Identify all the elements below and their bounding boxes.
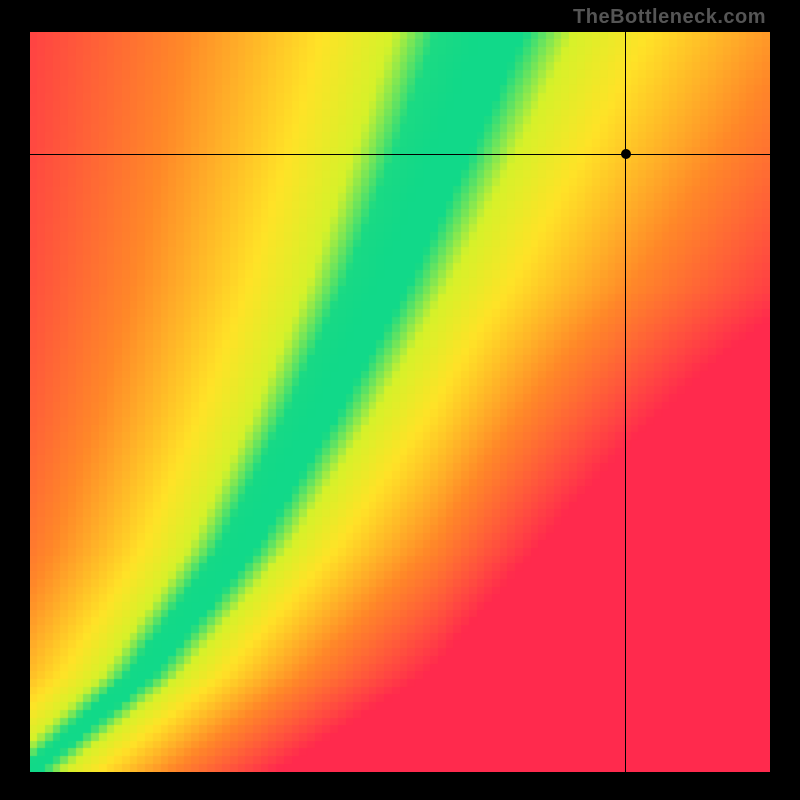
crosshair-horizontal bbox=[30, 154, 770, 155]
crosshair-marker[interactable] bbox=[621, 149, 631, 159]
crosshair-vertical bbox=[625, 32, 626, 772]
chart-container: { "watermark": { "text": "TheBottleneck.… bbox=[0, 0, 800, 800]
watermark-text: TheBottleneck.com bbox=[573, 6, 766, 29]
bottleneck-heatmap bbox=[30, 32, 770, 772]
